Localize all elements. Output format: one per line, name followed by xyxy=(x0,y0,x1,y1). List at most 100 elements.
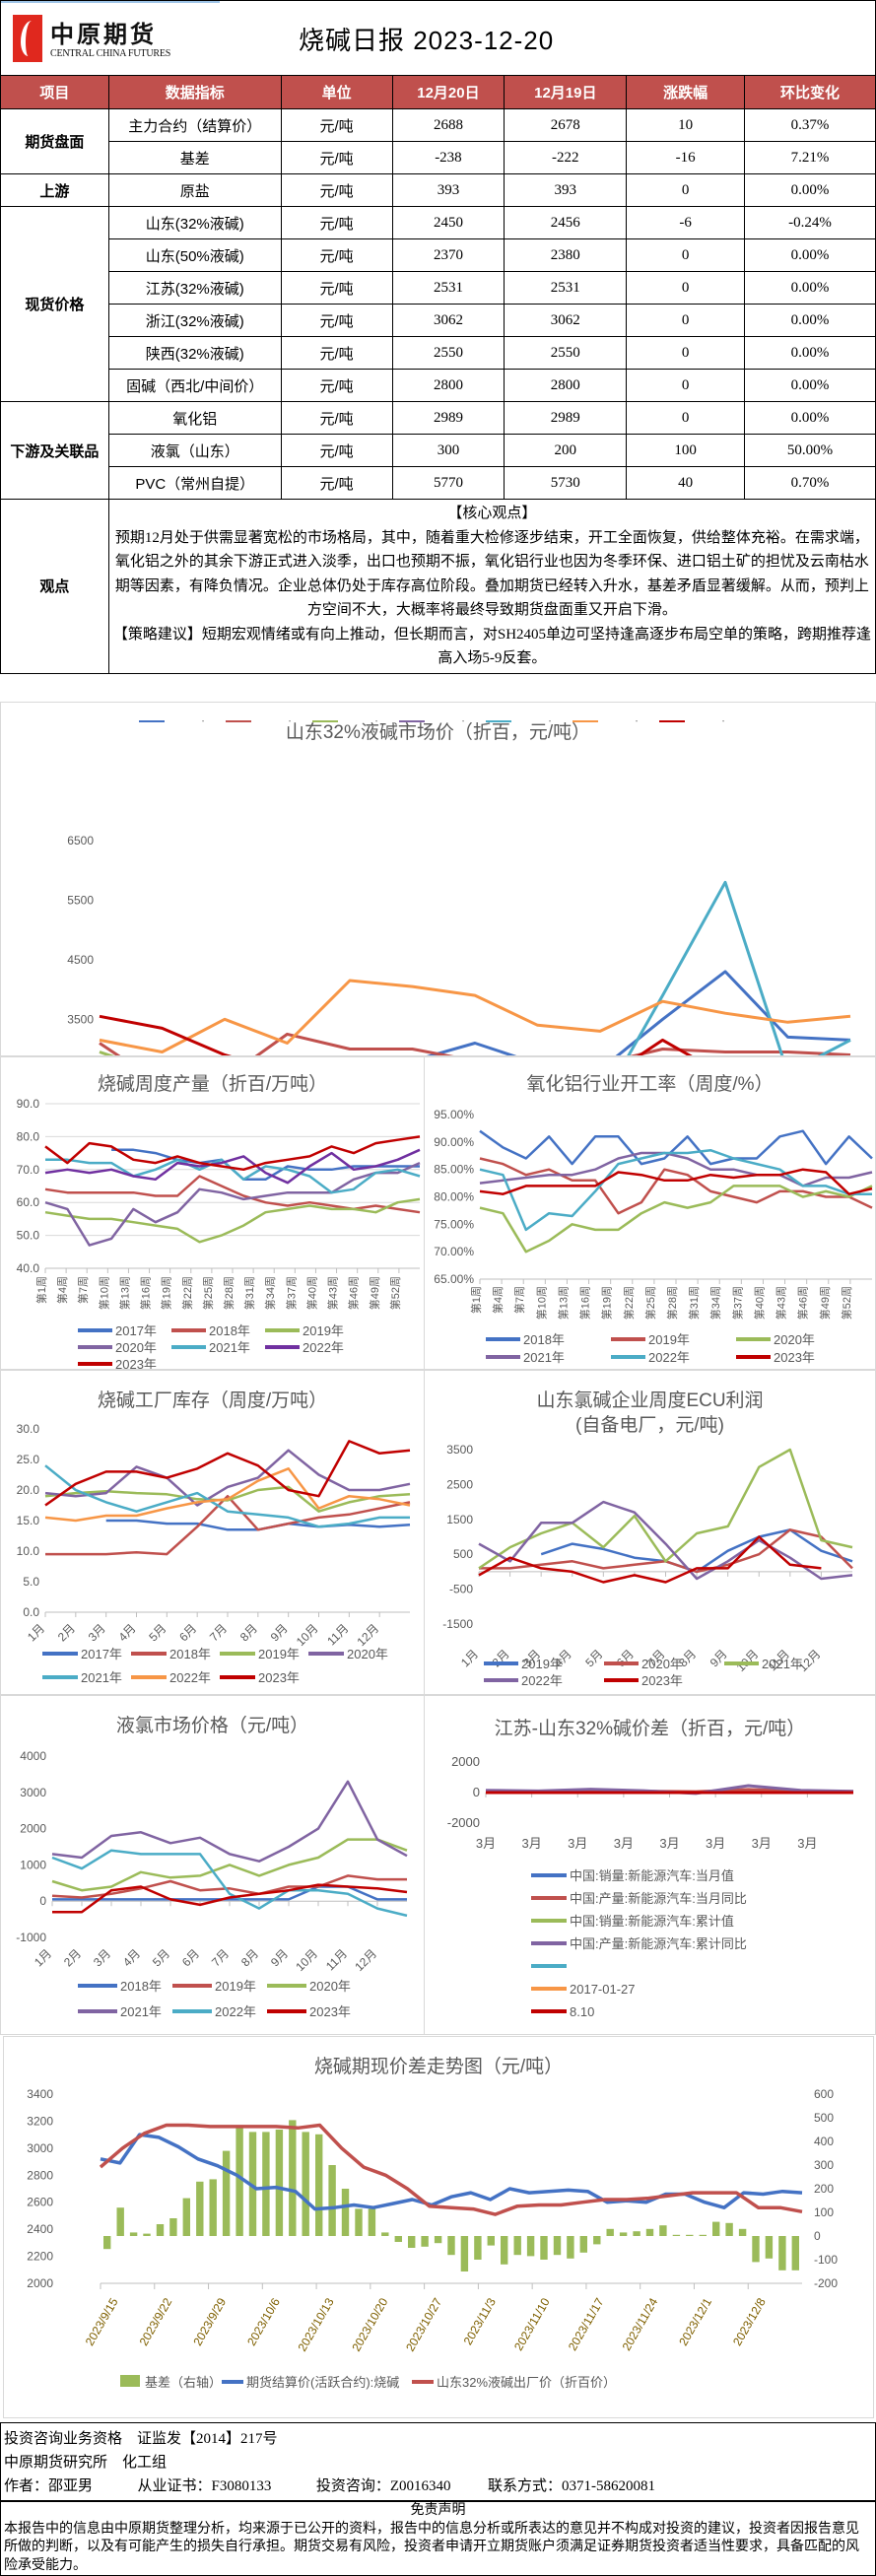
x-tick-label: 5月 xyxy=(582,1647,605,1669)
indicator-cell: 山东(32%液碱) xyxy=(107,206,282,239)
unit-cell: 元/吨 xyxy=(280,108,393,142)
y-tick-label: 80.0 xyxy=(17,1129,40,1143)
x-tick-label: 第22周 xyxy=(622,1286,636,1320)
basis-bar xyxy=(236,2127,243,2236)
basis-bar xyxy=(501,2236,508,2265)
chart-liquid-chlorine: 4000 3000 2000 1000 0 -1000 1月 2月 3月 4月 5月 6月 7月 8月 9月… xyxy=(16,1749,408,2019)
basis-bar xyxy=(593,2236,601,2245)
table-row: 期货盘面 主力合约（结算价） 元/吨 2688 2678 10 0.37% xyxy=(0,108,876,174)
series-line-2019年 xyxy=(51,1874,407,1899)
y-tick-label: 1000 xyxy=(20,1858,46,1871)
x-tick-label: 2月 xyxy=(55,1621,78,1644)
pct-change-value: 0.00% xyxy=(744,238,876,272)
series-line-2022年 xyxy=(99,979,851,1053)
chart-shandong-32-price: 650055004500350025001500500-5001月2月3月4月5… xyxy=(67,720,851,1055)
x-tick-label: 4月 xyxy=(116,1621,139,1644)
indicator-cell: 浙江(32%液碱) xyxy=(107,304,282,337)
x-tick-label: 3月 xyxy=(706,1836,725,1851)
legend-label: 2020年 xyxy=(347,1647,388,1661)
chart-panel-alumina-operating-rate: 氧化铝行业开工率（周度/%） 95.00% 90.00% 85.00% 80.00% 7… xyxy=(424,1056,876,1370)
x-tick-label: 7月 xyxy=(209,1946,232,1969)
x-tick-label: 9月 xyxy=(268,1946,291,1969)
unit-cell: 元/吨 xyxy=(280,401,393,435)
y-tick-label: 3400 xyxy=(27,2087,53,2101)
y-tick-label: 3000 xyxy=(20,1786,46,1799)
x-tick-label: 5月 xyxy=(146,1621,168,1644)
y-tick-label: 4000 xyxy=(20,1749,46,1763)
today-value: 3062 xyxy=(391,304,505,337)
legend-label: 2018年 xyxy=(169,1647,211,1661)
basis-bar xyxy=(116,2207,124,2236)
today-value: 2989 xyxy=(391,401,505,435)
x-tick-label: 2023/11/24 xyxy=(620,2295,661,2353)
basis-bar xyxy=(222,2150,231,2236)
basis-bar xyxy=(645,2228,654,2236)
price-table: 项目 数据指标 单位 12月20日 12月19日 涨跌幅 环比变化 期货盘面 主力… xyxy=(0,75,876,674)
y-tick-label: -2000 xyxy=(447,1815,480,1830)
column-header: 涨跌幅 xyxy=(626,75,746,109)
pct-change-value: 0.70% xyxy=(744,466,876,500)
y-tick-label: 95.00% xyxy=(434,1108,474,1121)
x-tick-label: 2023/10/13 xyxy=(296,2295,337,2353)
basis-bar xyxy=(686,2234,694,2236)
series-line-2021年 xyxy=(45,1158,421,1194)
x-tick-label: 3月 xyxy=(86,1621,108,1644)
x-tick-label: 第43周 xyxy=(326,1276,340,1310)
unit-cell: 元/吨 xyxy=(280,238,393,272)
x-tick-label: 第7周 xyxy=(76,1276,90,1304)
y-tick-label: 70.00% xyxy=(434,1245,474,1258)
table-row: 液氯（山东） 元/吨 300 200 100 50.00% xyxy=(1,434,876,467)
y-tick-label: 2000 xyxy=(27,2276,53,2290)
legend-label: 2020年 xyxy=(428,720,469,723)
legend-label: 2020年 xyxy=(309,1979,351,1994)
series-line-2020年 xyxy=(44,1161,421,1247)
today-value: 5770 xyxy=(391,466,505,500)
y-tick-label: 90.0 xyxy=(17,1097,40,1111)
prev-value: 3062 xyxy=(504,304,628,337)
y-tick-label: 3500 xyxy=(446,1443,473,1457)
y-tick-label: 30.0 xyxy=(17,1422,40,1436)
legend-label: 2023年 xyxy=(309,2004,351,2019)
series-line-2020年 xyxy=(479,1185,873,1254)
company-logo: 中原期货 CENTRAL CHINA FUTURES xyxy=(13,15,210,64)
unit-cell: 元/吨 xyxy=(280,173,393,207)
legend-label: 2021年 xyxy=(523,1350,565,1365)
table-row: 下游及关联品 氧化铝 元/吨 2989 2989 0 0.00% xyxy=(0,401,876,500)
y-tick-label: 80.00% xyxy=(434,1190,474,1204)
y-tick-label: 2500 xyxy=(446,1477,473,1491)
chart-title: 烧碱周度产量（折百/万吨） xyxy=(97,1074,328,1095)
chart-panel-jiangsu-shandong-spread: 江苏-山东32%碱价差（折百，元/吨） 2000 0 -2000 3月 3月 3月 3月 3月… xyxy=(424,1695,876,2035)
basis-bar xyxy=(408,2236,416,2248)
strategy-heading: 【策略建议】 xyxy=(112,626,202,643)
legend-label: 2021年 xyxy=(120,2004,162,2019)
y-tick-label: 2400 xyxy=(27,2222,53,2236)
table-row: 固碱（西北/中间价） 元/吨 2800 2800 0 0.00% xyxy=(1,369,876,402)
legend-label: 2019年 xyxy=(258,1647,300,1661)
footer-info: 投资咨询业务资格 证监发【2014】217号 中原期货研究所 化工组 作者：邵亚… xyxy=(0,2422,876,2501)
x-tick-label: 第31周 xyxy=(687,1286,701,1320)
change-value: 0 xyxy=(626,271,746,305)
x-tick-label: 8月 xyxy=(238,1946,261,1969)
legend-label: 中国:销量:新能源汽车:累计值 xyxy=(570,1914,734,1929)
x-tick-label: 第19周 xyxy=(600,1286,614,1320)
basis-bar xyxy=(606,2228,614,2236)
x-tick-label: 第16周 xyxy=(139,1276,153,1310)
basis-bar xyxy=(275,2130,284,2236)
basis-bar xyxy=(778,2236,786,2271)
x-tick-label: 2023/12/1 xyxy=(676,2295,714,2348)
x-tick-label: 11月 xyxy=(324,1621,351,1648)
author: 作者：邵亚男 xyxy=(4,2478,94,2494)
prev-value: 393 xyxy=(504,173,628,207)
legend-label: 2019年 xyxy=(521,1657,563,1671)
y2-tick-label: -200 xyxy=(814,2276,838,2290)
prev-value: 2800 xyxy=(504,369,628,402)
x-tick-label: 8月 xyxy=(237,1621,260,1644)
series-line-期货结算价(活跃合约):烧碱 xyxy=(100,2133,803,2211)
chart-panel-weekly-output: 烧碱周度产量（折百/万吨） 90.0 80.0 70.0 60.0 50.0 40.0 第1… xyxy=(0,1056,425,1370)
chart-title: 氧化铝行业开工率（周度/%） xyxy=(526,1074,774,1095)
report-header: 中原期货 CENTRAL CHINA FUTURES 烧碱日报 2023-12-… xyxy=(0,0,876,75)
x-tick-label: 第43周 xyxy=(775,1286,788,1320)
series-line-2017年 xyxy=(426,970,851,1055)
logo-chinese-name: 中原期货 xyxy=(50,20,157,48)
legend-label: 2023年 xyxy=(774,1350,815,1365)
